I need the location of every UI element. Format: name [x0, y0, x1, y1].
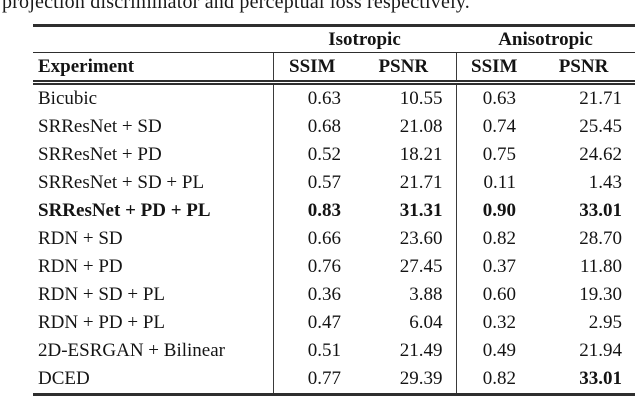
ssim-isotropic-value: 0.36 [272, 281, 351, 309]
psnr-isotropic-value: 21.08 [399, 116, 443, 137]
experiment-name: Bicubic [38, 88, 98, 109]
ssim-anisotropic-value: 0.63 [455, 82, 533, 113]
table-row: 2D-ESRGAN + Bilinear 0.51 21.49 0.49 21.… [33, 337, 635, 365]
psnr-anisotropic-value: 19.30 [579, 284, 623, 305]
table-row: SRResNet + SD 0.68 21.08 0.74 25.45 [33, 113, 635, 141]
psnr-isotropic-value: 31.31 [399, 200, 443, 221]
ssim-anisotropic-value: 0.49 [455, 337, 533, 365]
group-header-row: Isotropic Anisotropic [33, 25, 636, 53]
results-table: Isotropic Anisotropic Experiment SSIM PS… [33, 24, 636, 396]
psnr-isotropic-value: 3.88 [409, 284, 443, 305]
ssim-isotropic-value: 0.47 [272, 309, 351, 337]
table-body: Bicubic 0.63 10.55 0.63 21.71 SRResNet +… [33, 82, 635, 395]
ssim-isotropic-value: 0.66 [272, 225, 351, 253]
psnr-anisotropic-value: 21.94 [579, 340, 623, 361]
experiment-name: DCED [38, 368, 90, 389]
experiment-name: RDN + PD [38, 256, 123, 277]
column-header-psnr-anisotropic: PSNR [532, 52, 636, 85]
ssim-isotropic-value: 0.63 [272, 82, 351, 113]
ssim-anisotropic-value: 0.75 [455, 141, 533, 169]
psnr-anisotropic-value: 33.01 [579, 368, 623, 389]
psnr-isotropic-value: 18.21 [399, 144, 443, 165]
psnr-anisotropic-value: 25.45 [579, 116, 623, 137]
ssim-anisotropic-value: 0.32 [455, 309, 533, 337]
table-row: SRResNet + PD + PL 0.83 31.31 0.90 33.01 [33, 197, 635, 225]
ssim-isotropic-value: 0.76 [272, 253, 351, 281]
experiment-name: SRResNet + PD + PL [38, 200, 211, 221]
ssim-isotropic-value: 0.57 [272, 169, 351, 197]
group-header-anisotropic: Anisotropic [456, 25, 636, 53]
table-row: RDN + SD + PL 0.36 3.88 0.60 19.30 [33, 281, 635, 309]
table-row: SRResNet + PD 0.52 18.21 0.75 24.62 [33, 141, 635, 169]
ssim-isotropic-value: 0.83 [272, 197, 351, 225]
experiment-name: 2D-ESRGAN + Bilinear [38, 340, 225, 361]
experiment-name: RDN + PD + PL [38, 312, 166, 333]
column-header-psnr-isotropic: PSNR [351, 52, 457, 85]
experiment-name: SRResNet + SD + PL [38, 172, 205, 193]
ssim-anisotropic-value: 0.90 [455, 197, 533, 225]
table-row: SRResNet + SD + PL 0.57 21.71 0.11 1.43 [33, 169, 635, 197]
experiment-name: SRResNet + PD [38, 144, 162, 165]
psnr-isotropic-value: 29.39 [399, 368, 443, 389]
psnr-anisotropic-value: 28.70 [579, 228, 623, 249]
psnr-anisotropic-value: 21.71 [579, 88, 623, 109]
ssim-anisotropic-value: 0.82 [455, 365, 533, 395]
psnr-isotropic-value: 27.45 [399, 256, 443, 277]
psnr-isotropic-value: 23.60 [399, 228, 443, 249]
experiment-name: RDN + SD [38, 228, 123, 249]
ssim-anisotropic-value: 0.74 [455, 113, 533, 141]
ssim-anisotropic-value: 0.60 [455, 281, 533, 309]
corner-cell [33, 25, 273, 53]
table-row: Bicubic 0.63 10.55 0.63 21.71 [33, 82, 635, 113]
ssim-anisotropic-value: 0.11 [455, 169, 533, 197]
caption-line: projection discriminator and perceptual … [2, 0, 470, 13]
experiment-name: RDN + SD + PL [38, 284, 166, 305]
group-header-isotropic: Isotropic [273, 25, 457, 53]
ssim-isotropic-value: 0.77 [272, 365, 351, 395]
table-header: Isotropic Anisotropic Experiment SSIM PS… [33, 25, 636, 85]
column-header-row: Experiment SSIM PSNR SSIM PSNR [33, 52, 636, 85]
table-row: RDN + PD 0.76 27.45 0.37 11.80 [33, 253, 635, 281]
psnr-anisotropic-value: 24.62 [579, 144, 623, 165]
psnr-isotropic-value: 10.55 [399, 88, 443, 109]
ssim-anisotropic-value: 0.82 [455, 225, 533, 253]
psnr-anisotropic-value: 1.43 [588, 172, 623, 193]
psnr-anisotropic-value: 33.01 [579, 200, 623, 221]
ssim-isotropic-value: 0.52 [272, 141, 351, 169]
psnr-isotropic-value: 6.04 [409, 312, 443, 333]
column-header-ssim-anisotropic: SSIM [455, 52, 533, 85]
experiment-name: SRResNet + SD [38, 116, 162, 137]
psnr-isotropic-value: 21.49 [399, 340, 443, 361]
column-header-ssim-isotropic: SSIM [272, 52, 351, 85]
psnr-isotropic-value: 21.71 [399, 172, 443, 193]
table-row: RDN + SD 0.66 23.60 0.82 28.70 [33, 225, 635, 253]
ssim-anisotropic-value: 0.37 [455, 253, 533, 281]
psnr-anisotropic-value: 2.95 [588, 312, 623, 333]
table-row: RDN + PD + PL 0.47 6.04 0.32 2.95 [33, 309, 635, 337]
table-row: DCED 0.77 29.39 0.82 33.01 [33, 365, 635, 395]
ssim-isotropic-value: 0.68 [272, 113, 351, 141]
column-header-experiment: Experiment [33, 52, 273, 85]
psnr-anisotropic-value: 11.80 [579, 256, 623, 277]
ssim-isotropic-value: 0.51 [272, 337, 351, 365]
